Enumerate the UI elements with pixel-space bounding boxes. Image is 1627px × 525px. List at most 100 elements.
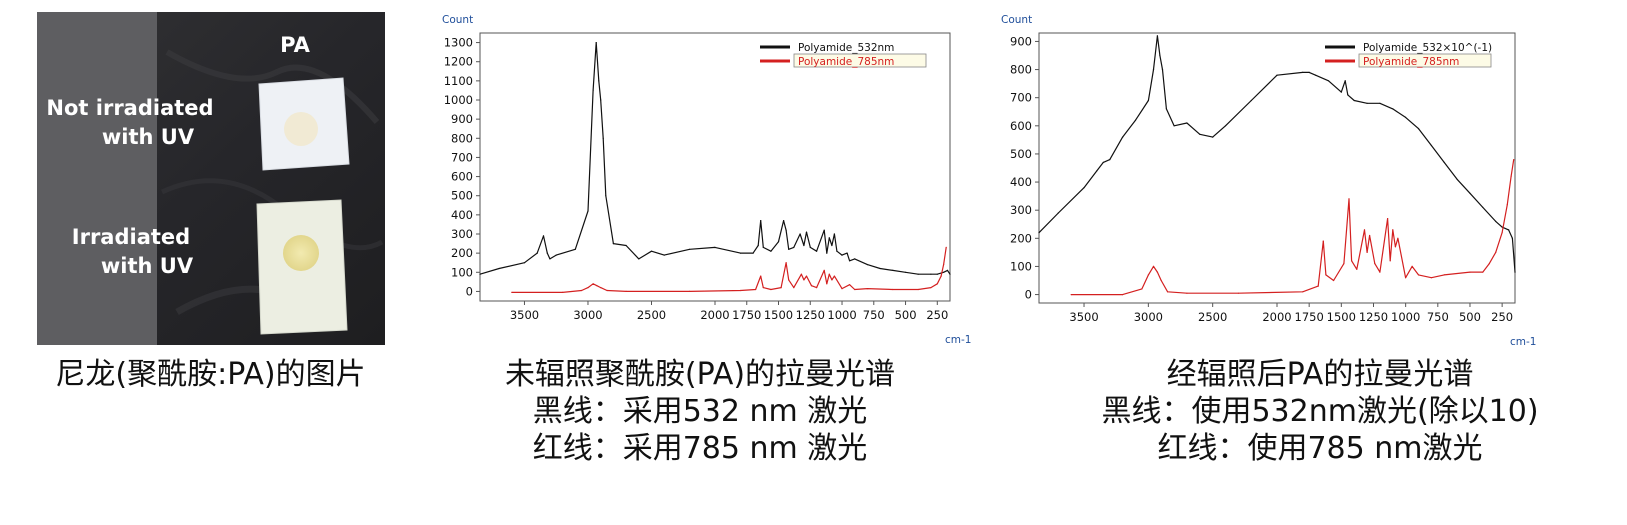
data-point xyxy=(1159,54,1161,57)
x-tick-label: 250 xyxy=(1491,310,1513,324)
data-point xyxy=(841,288,843,290)
data-point xyxy=(1469,271,1471,273)
data-point xyxy=(1348,198,1350,200)
data-point xyxy=(689,290,691,292)
data-point xyxy=(1057,212,1059,214)
data-point xyxy=(826,252,828,254)
label-not-irradiated-1: Not irradiated xyxy=(46,96,213,120)
label-irradiated-1: Irradiated xyxy=(72,225,190,249)
data-point xyxy=(1322,240,1324,242)
y-tick-label: 500 xyxy=(1010,147,1032,161)
data-point xyxy=(805,231,808,233)
caption-chart-2-title: 经辐照后PA的拉曼光谱 xyxy=(1166,357,1474,392)
data-point xyxy=(1392,229,1394,231)
data-point xyxy=(546,252,548,254)
data-point xyxy=(587,210,589,212)
caption-chart-1-red: 红线：采用785 nm 激光 xyxy=(532,431,868,466)
data-point xyxy=(1443,274,1445,276)
data-point xyxy=(917,288,919,291)
data-point xyxy=(587,287,589,289)
data-point xyxy=(816,250,818,252)
data-point xyxy=(1343,263,1345,265)
data-point xyxy=(562,291,564,293)
y-tick-label: 800 xyxy=(1010,63,1032,77)
data-point xyxy=(1405,116,1407,118)
data-point xyxy=(612,243,614,245)
x-tick-label: 750 xyxy=(1427,310,1449,324)
data-point xyxy=(1405,277,1407,279)
data-point xyxy=(1456,178,1458,180)
data-point xyxy=(625,244,627,247)
data-point xyxy=(752,252,754,254)
data-point xyxy=(785,229,787,231)
data-point xyxy=(1417,274,1420,276)
x-axis-label: cm-1 xyxy=(945,334,971,346)
data-point xyxy=(1344,80,1346,82)
data-point xyxy=(1147,99,1149,102)
x-tick-label: 500 xyxy=(895,308,917,322)
y-tick-label: 700 xyxy=(451,150,473,164)
x-tick-label: 1250 xyxy=(796,308,825,322)
data-point xyxy=(892,269,894,271)
data-point xyxy=(1482,206,1484,208)
data-point xyxy=(1165,108,1167,110)
data-point xyxy=(1397,237,1399,239)
data-point xyxy=(714,246,716,248)
data-point xyxy=(936,273,938,275)
caption-chart-1-title: 未辐照聚酰胺(PA)的拉曼光谱 xyxy=(504,357,896,392)
data-point xyxy=(1237,292,1239,294)
x-tick-label: 2000 xyxy=(1262,310,1291,324)
data-point xyxy=(826,283,828,285)
data-point xyxy=(800,273,802,275)
data-point xyxy=(1482,271,1484,273)
y-tick-label: 100 xyxy=(1010,259,1032,273)
data-point xyxy=(1315,74,1317,76)
y-axis-label: Count xyxy=(1001,14,1032,26)
x-tick-label: 1750 xyxy=(1295,310,1324,324)
legend-entry: Polyamide_785nm xyxy=(798,56,894,68)
data-point xyxy=(1134,119,1137,121)
data-point xyxy=(1495,220,1497,222)
y-tick-label: 300 xyxy=(451,227,473,241)
data-point xyxy=(523,262,526,264)
y-tick-label: 500 xyxy=(451,189,473,203)
data-point xyxy=(1340,91,1342,93)
y-tick-label: 400 xyxy=(1010,175,1032,189)
data-point xyxy=(810,285,813,287)
data-point xyxy=(1302,71,1304,73)
data-point xyxy=(1152,69,1155,71)
data-point xyxy=(760,220,762,222)
data-point xyxy=(1276,74,1278,76)
x-tick-label: 3000 xyxy=(1134,310,1163,324)
data-point xyxy=(511,291,513,293)
data-point xyxy=(803,244,805,247)
data-point xyxy=(866,288,868,290)
data-point xyxy=(600,287,602,289)
data-point xyxy=(1379,271,1381,273)
raman-chart-irradiated: Count cm-1 0 100 200 300 400 500 600 700 800 900 350… xyxy=(1001,14,1536,348)
data-point xyxy=(1160,279,1162,282)
data-point xyxy=(581,289,583,292)
series-line-black xyxy=(1038,35,1516,273)
data-point xyxy=(1325,274,1327,276)
data-point xyxy=(1443,161,1445,163)
data-point xyxy=(762,287,764,289)
data-point xyxy=(809,246,811,248)
data-point xyxy=(1161,69,1164,71)
data-point xyxy=(555,254,557,256)
data-point xyxy=(1317,285,1319,287)
y-tick-label: 200 xyxy=(451,246,473,260)
data-point xyxy=(1070,294,1072,296)
data-point xyxy=(1173,125,1175,127)
data-point xyxy=(770,288,772,291)
data-point xyxy=(1430,144,1432,147)
data-point xyxy=(574,248,576,250)
sample-irradiated xyxy=(256,199,348,335)
label-pa: PA xyxy=(280,33,310,57)
data-point xyxy=(1363,229,1366,231)
x-tick-label: 1500 xyxy=(1327,310,1356,324)
y-tick-label: 200 xyxy=(1010,231,1032,245)
data-point xyxy=(1327,80,1330,82)
x-axis-label: cm-1 xyxy=(1510,336,1536,348)
data-point xyxy=(1038,232,1040,234)
